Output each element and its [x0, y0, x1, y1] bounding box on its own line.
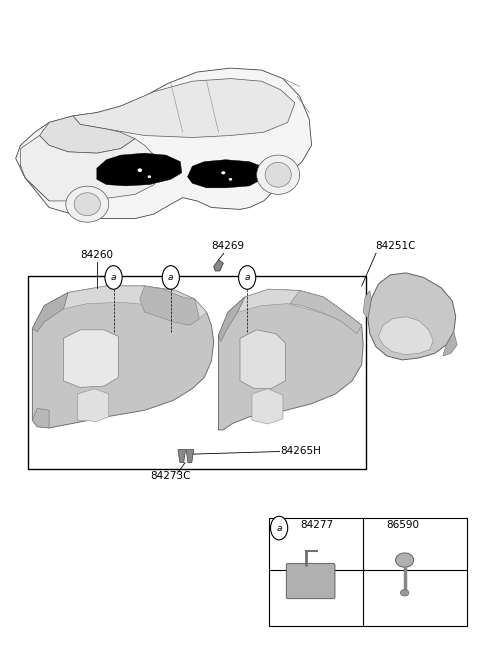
Text: 84269: 84269: [212, 240, 245, 251]
Polygon shape: [33, 292, 68, 332]
Text: a: a: [276, 524, 282, 533]
Circle shape: [105, 265, 122, 289]
Polygon shape: [73, 79, 295, 137]
Text: a: a: [111, 273, 116, 282]
Text: 86590: 86590: [386, 520, 419, 530]
Polygon shape: [33, 408, 49, 428]
Ellipse shape: [148, 175, 151, 178]
Text: 84273C: 84273C: [151, 471, 191, 481]
Text: 84277: 84277: [300, 520, 333, 530]
Text: 84251C: 84251C: [375, 240, 415, 251]
Circle shape: [162, 265, 180, 289]
Ellipse shape: [265, 162, 291, 187]
Polygon shape: [443, 332, 457, 356]
Text: a: a: [244, 273, 250, 282]
Bar: [269, 518, 467, 626]
Polygon shape: [218, 289, 363, 430]
Polygon shape: [218, 297, 245, 342]
Polygon shape: [363, 290, 371, 319]
Text: 84265H: 84265H: [281, 446, 322, 456]
Polygon shape: [214, 260, 223, 271]
Polygon shape: [140, 286, 199, 325]
Polygon shape: [240, 330, 285, 389]
Ellipse shape: [257, 155, 300, 194]
Bar: [28, 276, 366, 469]
Ellipse shape: [66, 186, 109, 222]
Polygon shape: [290, 290, 362, 334]
Polygon shape: [97, 153, 182, 186]
Circle shape: [239, 265, 256, 289]
Ellipse shape: [396, 553, 414, 567]
Polygon shape: [252, 389, 283, 424]
Polygon shape: [16, 68, 312, 219]
Text: a: a: [168, 273, 174, 282]
Ellipse shape: [400, 589, 409, 596]
Ellipse shape: [74, 193, 100, 215]
Polygon shape: [186, 449, 194, 463]
FancyBboxPatch shape: [286, 563, 335, 599]
Polygon shape: [368, 273, 456, 360]
Ellipse shape: [137, 168, 142, 172]
Polygon shape: [178, 449, 186, 463]
Polygon shape: [78, 389, 109, 421]
Polygon shape: [188, 160, 262, 188]
Polygon shape: [63, 286, 206, 319]
Polygon shape: [39, 116, 135, 153]
Ellipse shape: [221, 171, 225, 174]
Text: 84260: 84260: [80, 250, 113, 260]
Ellipse shape: [229, 178, 232, 181]
Polygon shape: [21, 135, 161, 201]
Polygon shape: [33, 286, 214, 428]
Circle shape: [271, 516, 288, 540]
Polygon shape: [238, 289, 340, 317]
Polygon shape: [378, 317, 433, 355]
Polygon shape: [63, 330, 118, 388]
